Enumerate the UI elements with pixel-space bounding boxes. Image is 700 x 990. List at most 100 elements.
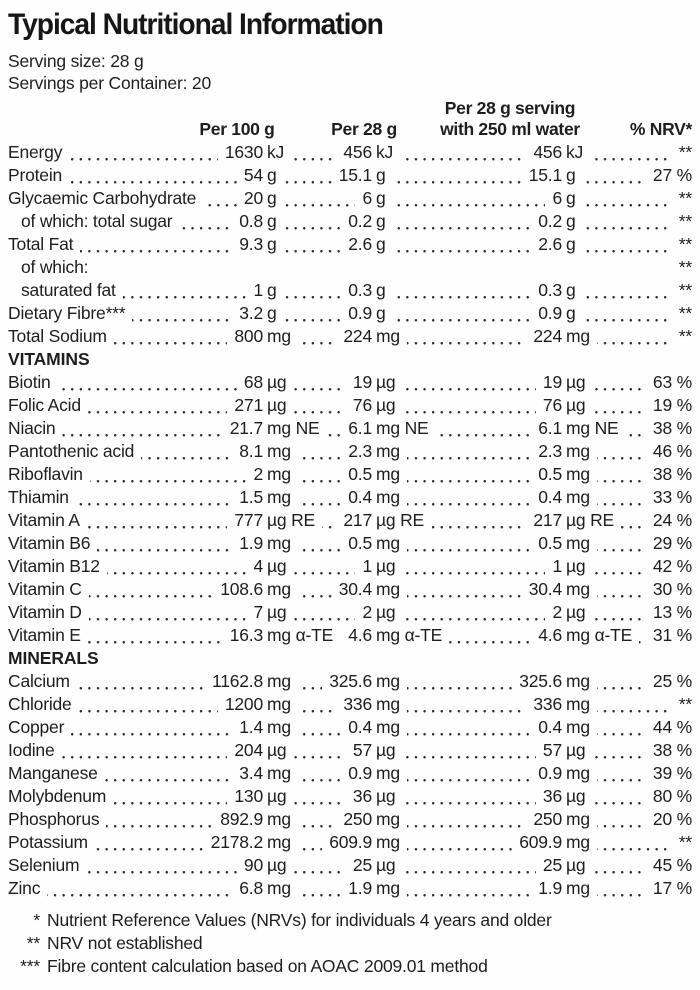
per-28g-value: 325.6	[322, 670, 372, 693]
section-title: VITAMINS	[8, 348, 97, 371]
nutrient-label: Niacin	[8, 417, 63, 440]
nrv-value: 30 %	[645, 578, 692, 601]
footnote-marker: **	[26, 933, 40, 953]
nutrient-row-zinc: Zinc 6.8 mg 1.9 mg 1.9 mg 17 %	[8, 877, 692, 900]
nrv-value: 29 %	[645, 532, 692, 555]
per-28g-value: 4.6	[341, 624, 372, 647]
nrv-value: 17 %	[645, 877, 692, 900]
per-28g-unit: µg	[372, 601, 403, 624]
per-28g-unit: mg	[372, 693, 407, 716]
per-28g-water-value: 30.4	[521, 578, 562, 601]
per-28g-unit: g	[372, 210, 393, 233]
per-100g-unit: µg	[263, 371, 294, 394]
serving-info: Serving size: 28 g Servings per Containe…	[8, 50, 692, 94]
per-28g-value: 15.1	[331, 164, 372, 187]
nutrient-label: Energy	[8, 141, 70, 164]
nrv-value: 38 %	[645, 463, 692, 486]
per-100g-unit: mg	[263, 532, 298, 555]
per-28g-water-value: 0.2	[531, 210, 562, 233]
per-28g-value: 0.9	[341, 762, 372, 785]
per-28g-unit: mg	[372, 532, 407, 555]
per-28g-unit: mg	[372, 716, 407, 739]
per-28g-unit: µg	[372, 394, 403, 417]
per-28g-unit: g	[372, 233, 393, 256]
nutrient-row-energy: Energy 1630 kJ 456 kJ 456 kJ **	[8, 141, 692, 164]
nutrient-label: Riboflavin	[8, 463, 90, 486]
nrv-value: 39 %	[645, 762, 692, 785]
per-100g-value: 1.5	[232, 486, 263, 509]
nrv-value: 80 %	[645, 785, 692, 808]
per-28g-unit: µg	[372, 854, 403, 877]
serving-size: Serving size: 28 g	[8, 51, 144, 71]
column-header-per-100g: Per 100 g	[199, 119, 275, 139]
per-28g-water-value: 2.3	[531, 440, 562, 463]
per-28g-water-unit: mg	[562, 670, 597, 693]
nutrient-label: Chloride	[8, 693, 79, 716]
per-28g-value: 36	[345, 785, 372, 808]
per-28g-value: 217	[336, 509, 372, 532]
nutrient-row-molybdenum: Molybdenum 130 µg 36 µg 36 µg 80 %	[8, 785, 692, 808]
nutrient-label: Copper	[8, 716, 72, 739]
per-28g-unit: g	[372, 302, 393, 325]
nrv-value: 46 %	[645, 440, 692, 463]
nrv-value: **	[671, 279, 692, 302]
per-28g-value: 0.5	[341, 463, 372, 486]
servings-per-container: Servings per Container: 20	[8, 73, 211, 93]
per-28g-unit: µg	[372, 555, 403, 578]
per-28g-water-value: 1	[545, 555, 562, 578]
per-100g-unit: µg	[263, 785, 294, 808]
nrv-value: 13 %	[645, 601, 692, 624]
per-100g-value: 16.3	[222, 624, 263, 647]
nrv-value: 44 %	[645, 716, 692, 739]
per-28g-water-value: 76	[535, 394, 562, 417]
per-28g-unit: mg	[372, 808, 407, 831]
per-28g-water-value: 19	[535, 371, 562, 394]
nutrient-row-vitamin-d: Vitamin D 7 µg 2 µg 2 µg 13 %	[8, 601, 692, 624]
nutrient-row-vitamin-e: Vitamin E 16.3 mg α-TE 4.6 mg α-TE 4.6 mg α-TE…	[8, 624, 692, 647]
per-28g-unit: mg	[372, 463, 407, 486]
per-28g-water-unit: mg	[562, 325, 597, 348]
per-28g-water-unit: mg	[562, 831, 597, 854]
per-28g-unit: mg	[372, 877, 407, 900]
per-28g-value: 57	[345, 739, 372, 762]
per-28g-unit: µg	[372, 785, 403, 808]
per-28g-water-unit: mg	[562, 578, 597, 601]
nutrient-label: Molybdenum	[8, 785, 114, 808]
per-28g-unit: g	[372, 279, 393, 302]
per-28g-water-unit: µg	[562, 739, 593, 762]
per-100g-unit: µg	[263, 601, 294, 624]
per-28g-value: 2.6	[341, 233, 372, 256]
nutrient-label: Zinc	[8, 877, 48, 900]
nutrition-rows: Energy 1630 kJ 456 kJ 456 kJ ** Protein 54 g 15.1 g 1…	[8, 141, 692, 900]
per-28g-unit: g	[372, 164, 393, 187]
per-100g-unit: g	[263, 233, 284, 256]
nrv-value: **	[671, 302, 692, 325]
per-100g-unit: g	[263, 164, 284, 187]
per-28g-water-unit: mg	[562, 808, 597, 831]
nrv-value: 27 %	[645, 164, 692, 187]
per-28g-value: 609.9	[322, 831, 372, 854]
per-28g-water-value: 1.9	[531, 877, 562, 900]
nutrient-label: Folic Acid	[8, 394, 88, 417]
per-28g-water-unit: µg	[562, 371, 593, 394]
nrv-value: 45 %	[645, 854, 692, 877]
per-28g-value: 1	[355, 555, 372, 578]
per-100g-value: 892.9	[213, 808, 263, 831]
per-28g-unit: mg	[372, 670, 407, 693]
per-100g-unit: mg	[263, 463, 298, 486]
per-28g-unit: mg	[372, 762, 407, 785]
nutrient-row-vitamin-b6: Vitamin B6 1.9 mg 0.5 mg 0.5 mg 29 %	[8, 532, 692, 555]
nutrient-row-iodine: Iodine 204 µg 57 µg 57 µg 38 %	[8, 739, 692, 762]
per-28g-water-unit: mg	[562, 463, 597, 486]
per-28g-value: 6	[355, 187, 372, 210]
nutrient-label: Vitamin D	[8, 601, 89, 624]
per-100g-unit: mg α-TE	[263, 624, 341, 647]
per-100g-unit: mg	[263, 693, 298, 716]
footnote-3: *** Fibre content calculation based on AO…	[8, 955, 692, 978]
nrv-value: **	[671, 141, 692, 164]
per-28g-water-value: 0.3	[531, 279, 562, 302]
nutrient-label: Vitamin C	[8, 578, 89, 601]
per-100g-unit: mg	[263, 486, 298, 509]
per-100g-value: 1630	[217, 141, 263, 164]
per-28g-water-unit: µg	[562, 785, 593, 808]
